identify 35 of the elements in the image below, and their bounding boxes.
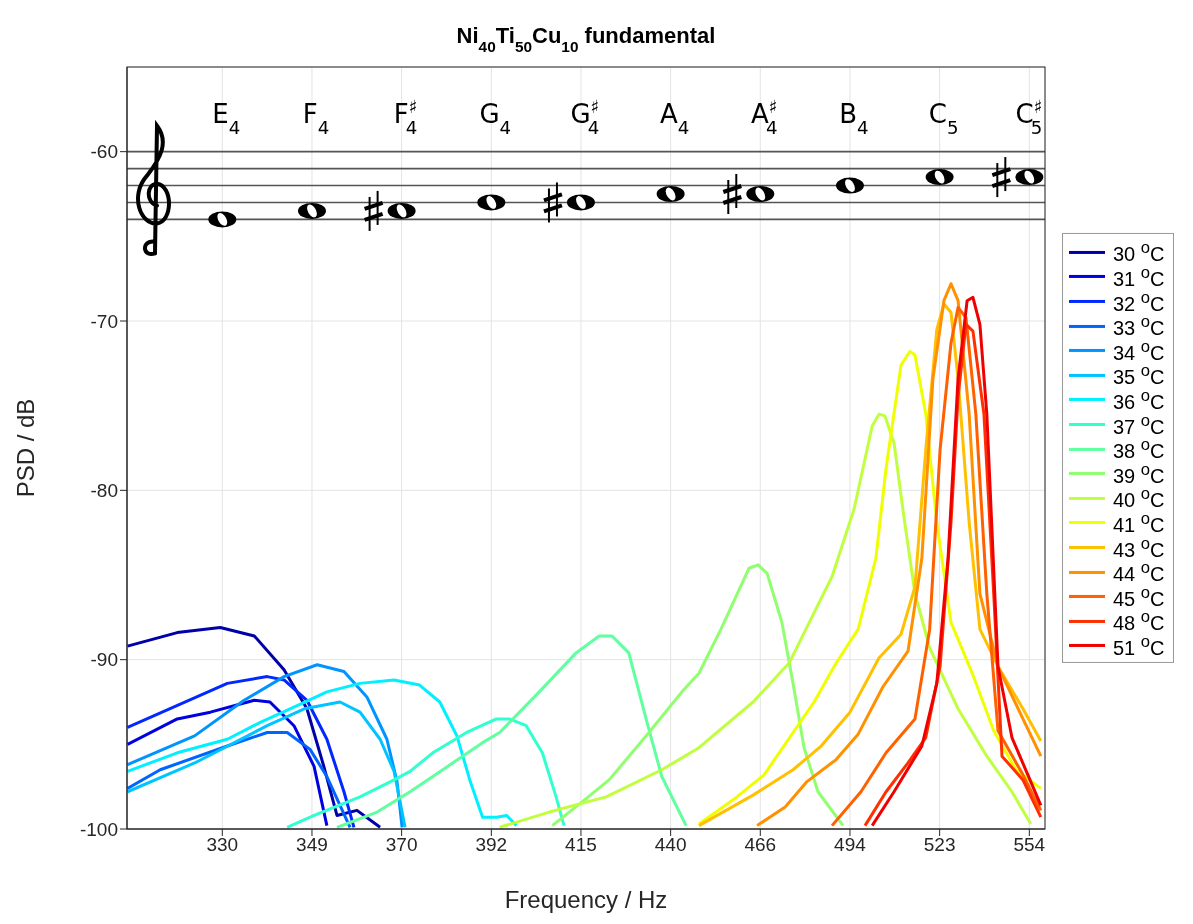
x-tick-label: 440	[654, 834, 687, 856]
legend-label: 43 $^{o}$C	[1113, 533, 1165, 561]
x-tick-label: 554	[1013, 834, 1046, 856]
x-axis-title: Frequency / Hz	[504, 886, 668, 913]
legend-label: 37 $^{o}$C	[1113, 410, 1165, 438]
annotation: A$_{4}$	[659, 99, 690, 138]
x-tick-label: 392	[475, 834, 508, 856]
x-tick-label: 349	[296, 834, 328, 856]
x-tick-label: 466	[744, 834, 777, 856]
legend-label: 33 $^{o}$C	[1113, 312, 1165, 339]
x-tick-label: 370	[385, 834, 418, 856]
legend-label: 48 $^{o}$C	[1113, 607, 1165, 634]
annotation: B$_{4}$	[839, 99, 869, 138]
legend-label: 34 $^{o}$C	[1113, 336, 1165, 364]
chart-title: Ni$_{40}$Ti$_{50}$Cu$_{10}$ fundamental	[456, 23, 716, 55]
legend-label: 44 $^{o}$C	[1113, 558, 1165, 585]
x-tick-label: 330	[206, 834, 239, 856]
x-tick-label: 494	[834, 834, 867, 856]
y-tick-label: -90	[90, 649, 118, 671]
y-tick-label: -60	[90, 141, 118, 163]
y-tick-label: -80	[90, 480, 118, 502]
legend-label: 39 $^{o}$C	[1113, 459, 1165, 487]
y-tick-label: -70	[90, 310, 118, 332]
legend-label: 38 $^{o}$C	[1113, 435, 1165, 462]
legend-label: 32 $^{o}$C	[1113, 287, 1165, 315]
annotation: C$_{5}$	[928, 99, 959, 138]
x-tick-label: 523	[923, 834, 956, 856]
annotation: F$_{4}$	[302, 99, 330, 138]
y-axis-title: PSD / dB	[12, 398, 39, 498]
annotation: E$_{4}$	[212, 99, 241, 138]
annotation: G$_{4}$	[479, 99, 512, 138]
x-tick-label: 415	[565, 834, 597, 856]
legend-label: 51 $^{o}$C	[1113, 631, 1165, 659]
y-tick-label: -100	[79, 818, 118, 840]
legend-label: 45 $^{o}$C	[1113, 582, 1165, 610]
